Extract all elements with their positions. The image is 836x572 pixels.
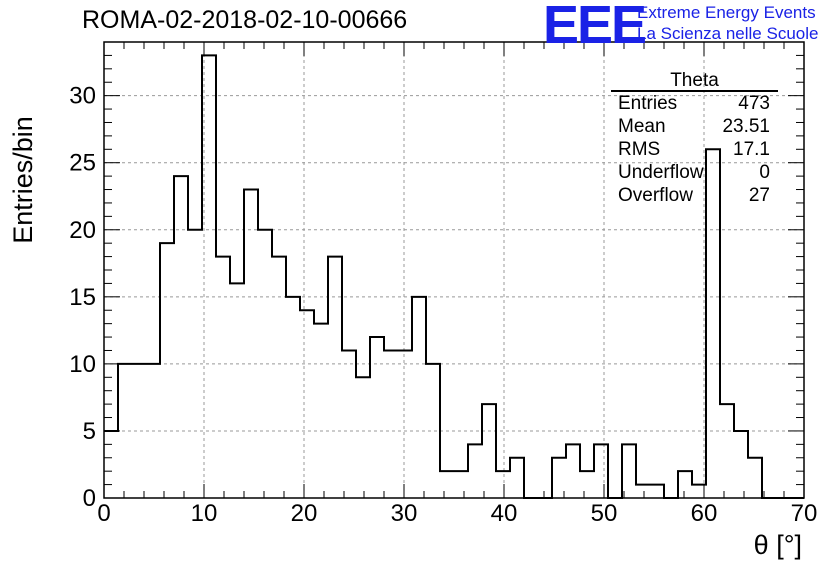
x-tick-label: 30 <box>391 500 418 527</box>
stats-label: Entries <box>618 93 678 114</box>
y-tick-label: 30 <box>69 83 96 110</box>
histogram-bin <box>104 431 118 498</box>
x-tick-label: 40 <box>491 500 518 527</box>
histogram-bin <box>300 310 314 498</box>
histogram-bin <box>678 471 692 498</box>
histogram-bin <box>412 297 426 498</box>
histogram-bin <box>594 444 608 498</box>
logo-line-1: Extreme Energy Events <box>637 3 816 22</box>
y-axis-label-wrap: Entries/bin <box>8 116 38 244</box>
histogram-bin <box>734 431 748 498</box>
stats-row-rms: RMS 17.1 <box>611 138 778 161</box>
histogram-bin <box>622 444 636 498</box>
x-tick-label: 10 <box>191 500 218 527</box>
y-tick-label: 0 <box>83 485 96 512</box>
stats-value: 473 <box>738 93 770 114</box>
logo-line-2: La Scienza nelle Scuole <box>637 24 819 43</box>
y-tick-label: 25 <box>69 150 96 177</box>
stats-row-entries: Entries 473 <box>611 92 778 115</box>
stats-row-overflow: Overflow 27 <box>611 184 778 207</box>
stats-label: Mean <box>618 116 666 137</box>
y-tick-label: 5 <box>83 418 96 445</box>
histogram-bin <box>286 297 300 498</box>
histogram-bin <box>342 350 356 498</box>
stats-value: 17.1 <box>733 139 770 160</box>
stats-title: Theta <box>611 70 778 92</box>
stats-value: 27 <box>748 185 770 206</box>
histogram-bin <box>160 243 174 498</box>
histogram-bin <box>566 444 580 498</box>
y-axis-label: Entries/bin <box>8 116 38 244</box>
x-tick-label: 70 <box>791 500 818 527</box>
stats-row-mean: Mean 23.51 <box>611 115 778 138</box>
histogram-bin <box>496 471 510 498</box>
x-tick-label: 0 <box>97 500 110 527</box>
histogram-bin <box>720 404 734 498</box>
plot-frame <box>103 41 805 499</box>
histogram-line <box>104 54 804 499</box>
histogram-bin <box>272 257 286 498</box>
stats-label: Overflow <box>618 185 693 206</box>
histogram-bin <box>244 190 258 498</box>
histogram-bin <box>748 458 762 498</box>
stats-row-underflow: Underflow 0 <box>611 161 778 184</box>
histogram-bin <box>174 176 188 498</box>
stats-label: RMS <box>618 139 661 160</box>
histogram-bin <box>328 257 342 498</box>
x-tick-label: 20 <box>291 500 318 527</box>
y-tick-label: 15 <box>69 284 96 311</box>
histogram-bin <box>636 485 650 498</box>
histogram-bin <box>314 324 328 498</box>
chart-title: ROMA-02-2018-02-10-00666 <box>82 6 408 34</box>
y-tick-label: 10 <box>69 351 96 378</box>
x-tick-label: 50 <box>591 500 618 527</box>
histogram-bin <box>384 350 398 498</box>
histogram-bin <box>510 458 524 498</box>
histogram-bin <box>468 444 482 498</box>
histogram-bin <box>370 337 384 498</box>
histogram-bin <box>650 485 664 498</box>
histogram-bin <box>482 404 496 498</box>
histogram-bin <box>356 377 370 498</box>
stats-value: 23.51 <box>722 116 770 137</box>
stats-box: Theta Entries 473 Mean 23.51 RMS 17.1 Un… <box>611 70 778 207</box>
histogram-bin <box>230 283 244 498</box>
histogram-bin <box>440 471 454 498</box>
eee-logo: EEE <box>543 0 647 55</box>
y-tick-label: 20 <box>69 217 96 244</box>
histogram-bin <box>216 257 230 498</box>
stats-label: Underflow <box>618 162 704 183</box>
histogram-bin <box>454 471 468 498</box>
x-axis-label: θ [°] <box>753 530 802 560</box>
histogram-bin <box>398 350 412 498</box>
stats-value: 0 <box>759 162 770 183</box>
x-tick-label: 60 <box>691 500 718 527</box>
histogram-bin <box>580 471 594 498</box>
